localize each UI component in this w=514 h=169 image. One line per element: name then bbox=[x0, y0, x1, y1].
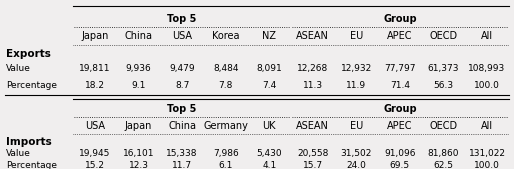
Text: 77,797: 77,797 bbox=[384, 64, 416, 73]
Text: Percentage: Percentage bbox=[6, 161, 57, 169]
Text: EU: EU bbox=[350, 121, 363, 131]
Text: ASEAN: ASEAN bbox=[297, 121, 329, 131]
Text: OECD: OECD bbox=[429, 31, 457, 41]
Text: 18.2: 18.2 bbox=[85, 81, 105, 90]
Text: Percentage: Percentage bbox=[6, 81, 57, 90]
Text: 71.4: 71.4 bbox=[390, 81, 410, 90]
Text: 9.1: 9.1 bbox=[131, 81, 145, 90]
Text: Japan: Japan bbox=[125, 121, 152, 131]
Text: 11.3: 11.3 bbox=[303, 81, 323, 90]
Text: China: China bbox=[124, 31, 153, 41]
Text: Exports: Exports bbox=[6, 49, 51, 59]
Text: China: China bbox=[168, 121, 196, 131]
Text: USA: USA bbox=[172, 31, 192, 41]
Text: 56.3: 56.3 bbox=[433, 81, 453, 90]
Text: ASEAN: ASEAN bbox=[297, 31, 329, 41]
Text: 12.3: 12.3 bbox=[128, 161, 149, 169]
Text: 81,860: 81,860 bbox=[428, 149, 459, 158]
Text: Top 5: Top 5 bbox=[168, 14, 197, 24]
Text: 11.7: 11.7 bbox=[172, 161, 192, 169]
Text: 6.1: 6.1 bbox=[218, 161, 233, 169]
Text: 31,502: 31,502 bbox=[341, 149, 372, 158]
Text: Japan: Japan bbox=[81, 31, 108, 41]
Text: Korea: Korea bbox=[212, 31, 240, 41]
Text: All: All bbox=[481, 31, 493, 41]
Text: Group: Group bbox=[383, 14, 417, 24]
Text: 15,338: 15,338 bbox=[167, 149, 198, 158]
Text: 9,936: 9,936 bbox=[125, 64, 152, 73]
Text: APEC: APEC bbox=[387, 121, 413, 131]
Text: 15.2: 15.2 bbox=[85, 161, 105, 169]
Text: 8.7: 8.7 bbox=[175, 81, 189, 90]
Text: 5,430: 5,430 bbox=[256, 149, 282, 158]
Text: 108,993: 108,993 bbox=[468, 64, 506, 73]
Text: 19,945: 19,945 bbox=[79, 149, 111, 158]
Text: APEC: APEC bbox=[387, 31, 413, 41]
Text: All: All bbox=[481, 121, 493, 131]
Text: Group: Group bbox=[383, 104, 417, 114]
Text: 12,268: 12,268 bbox=[297, 64, 328, 73]
Text: 8,091: 8,091 bbox=[256, 64, 282, 73]
Text: Value: Value bbox=[6, 64, 31, 73]
Text: 11.9: 11.9 bbox=[346, 81, 366, 90]
Text: 91,096: 91,096 bbox=[384, 149, 416, 158]
Text: 12,932: 12,932 bbox=[341, 64, 372, 73]
Text: 62.5: 62.5 bbox=[433, 161, 453, 169]
Text: Value: Value bbox=[6, 149, 31, 158]
Text: 100.0: 100.0 bbox=[474, 81, 500, 90]
Text: 20,558: 20,558 bbox=[297, 149, 328, 158]
Text: 7,986: 7,986 bbox=[213, 149, 238, 158]
Text: 69.5: 69.5 bbox=[390, 161, 410, 169]
Text: 8,484: 8,484 bbox=[213, 64, 238, 73]
Text: 7.8: 7.8 bbox=[218, 81, 233, 90]
Text: 61,373: 61,373 bbox=[428, 64, 459, 73]
Text: OECD: OECD bbox=[429, 121, 457, 131]
Text: 4.1: 4.1 bbox=[262, 161, 277, 169]
Text: 16,101: 16,101 bbox=[123, 149, 154, 158]
Text: Top 5: Top 5 bbox=[168, 104, 197, 114]
Text: 100.0: 100.0 bbox=[474, 161, 500, 169]
Text: UK: UK bbox=[263, 121, 276, 131]
Text: 131,022: 131,022 bbox=[469, 149, 506, 158]
Text: Imports: Imports bbox=[6, 137, 52, 147]
Text: EU: EU bbox=[350, 31, 363, 41]
Text: 19,811: 19,811 bbox=[79, 64, 111, 73]
Text: 15.7: 15.7 bbox=[303, 161, 323, 169]
Text: 24.0: 24.0 bbox=[346, 161, 366, 169]
Text: Germany: Germany bbox=[203, 121, 248, 131]
Text: 7.4: 7.4 bbox=[262, 81, 277, 90]
Text: 9,479: 9,479 bbox=[169, 64, 195, 73]
Text: USA: USA bbox=[85, 121, 105, 131]
Text: NZ: NZ bbox=[262, 31, 276, 41]
